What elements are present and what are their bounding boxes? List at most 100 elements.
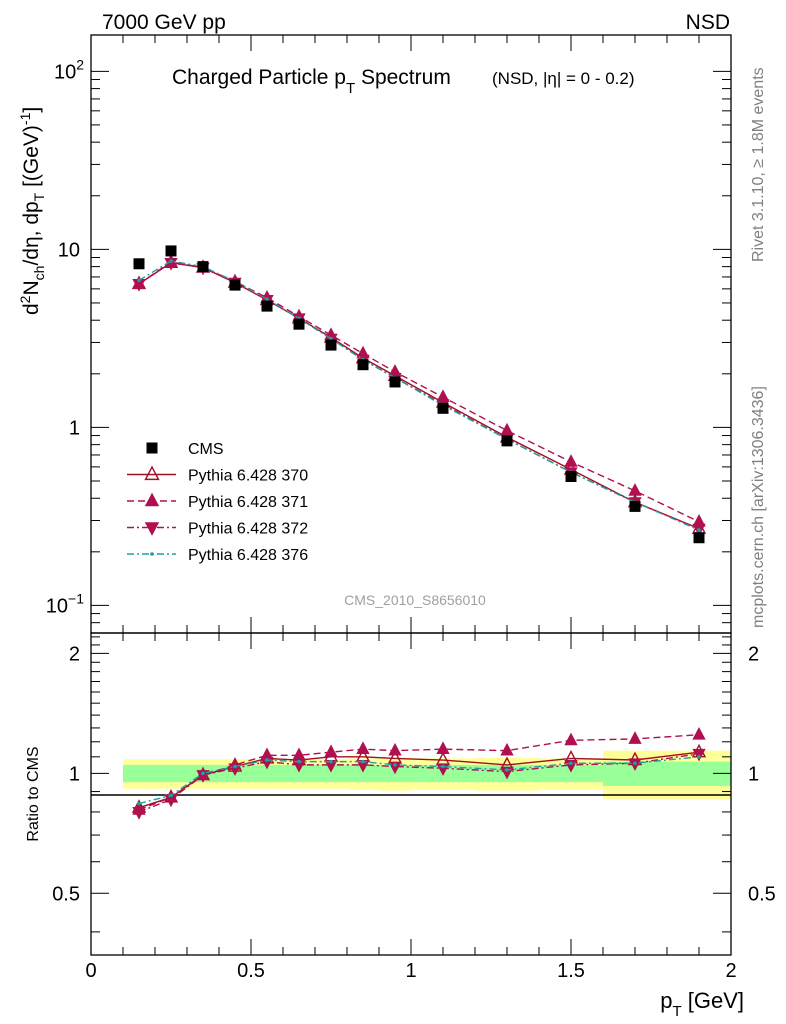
ratio-data-point: [569, 761, 573, 766]
ratio-y-tick-label-right: 0.5: [748, 883, 776, 905]
stat-band: [155, 764, 187, 783]
ratio-data-point: [633, 761, 637, 766]
ratio-series-line: [138, 756, 700, 805]
ratio-series-line: [138, 753, 700, 813]
ratio-panel-frame: [90, 632, 732, 956]
chart-title-condition: (NSD, |η| = 0 - 0.2): [492, 69, 635, 88]
ratio-panel-series: [131, 726, 707, 820]
data-point: [437, 402, 449, 414]
data-point: [229, 279, 241, 291]
ratio-panel: 0.5 0.5 1 1 2 2 0 0.5 1 1.5 2 Ratio to CMS pT [GeV…: [25, 632, 776, 1020]
ratio-data-point: [692, 748, 706, 762]
legend-marker: [146, 442, 158, 454]
ratio-data-point: [132, 807, 146, 820]
y-tick-label: 10: [58, 239, 80, 261]
ratio-data-point: [201, 771, 205, 776]
chart-title-main: Charged Particle p: [172, 66, 346, 89]
data-point: [697, 528, 701, 532]
ratio-series-pythia-6-428-376: [137, 755, 701, 806]
ratio-data-point: [505, 768, 509, 772]
x-tick-label: 2: [725, 960, 736, 982]
header-process-label: NSD: [686, 11, 730, 34]
data-point: [500, 422, 514, 436]
ratio-data-point: [169, 793, 173, 798]
data-point: [197, 261, 209, 273]
legend-marker: [150, 552, 154, 556]
x-axis-label: pT [GeV]: [660, 988, 744, 1020]
legend-label: CMS: [188, 441, 224, 458]
data-point: [629, 500, 641, 512]
series-line: [138, 262, 700, 530]
data-point: [265, 297, 269, 301]
ratio-data-point: [564, 732, 578, 746]
data-point: [693, 532, 705, 544]
ratio-data-point: [297, 759, 301, 764]
x-tick-label: 1.5: [557, 960, 585, 982]
chart-title-main-2: Spectrum: [355, 66, 451, 89]
stat-band: [315, 764, 347, 783]
main-panel-ticks: [90, 35, 732, 634]
legend-label: Pythia 6.428 371: [188, 494, 308, 511]
ratio-data-point: [292, 747, 306, 761]
legend-marker: [144, 465, 160, 481]
data-point: [325, 339, 337, 351]
main-y-axis-label: d2Nch/dη, dpT [(GeV)-1]: [17, 107, 47, 315]
ratio-y-tick-label-right: 1: [748, 763, 759, 785]
ratio-data-point: [393, 763, 397, 767]
series-line: [138, 262, 700, 530]
mcplots-credit-label: mcplots.cern.ch [arXiv:1306.3436]: [750, 386, 767, 628]
data-point: [564, 454, 578, 467]
data-point: [389, 376, 401, 388]
data-point: [261, 300, 273, 312]
ratio-data-point: [436, 741, 450, 755]
ratio-data-point: [441, 764, 445, 769]
ratio-data-point: [356, 741, 370, 755]
data-point: [169, 259, 173, 263]
ratio-data-point: [628, 731, 642, 744]
header-collision-label: 7000 GeV pp: [102, 11, 226, 34]
stat-band: [123, 764, 155, 783]
main-panel-series: [131, 245, 707, 544]
data-point: [501, 435, 513, 447]
series-line: [138, 260, 700, 531]
legend-label: Pythia 6.428 376: [188, 547, 308, 564]
ratio-y-tick-label-left: 0.5: [52, 883, 80, 905]
y-tick-label: 10−1: [46, 590, 84, 617]
chart-title-subscript: T: [346, 80, 355, 97]
ratio-data-point: [324, 744, 338, 758]
ratio-y-axis-label: Ratio to CMS: [25, 746, 42, 841]
x-tick-label: 1: [405, 960, 416, 982]
series-pythia-6-428-376: [137, 259, 701, 532]
stat-band: [539, 764, 603, 783]
ratio-data-point: [265, 758, 269, 762]
legend-entry: Pythia 6.428 376: [127, 547, 308, 564]
data-point: [357, 359, 369, 371]
data-point: [137, 278, 141, 283]
ratio-data-point: [137, 801, 141, 806]
ratio-data-point: [196, 770, 210, 783]
ratio-data-point: [329, 759, 333, 764]
ratio-data-point: [692, 726, 706, 740]
data-point: [133, 258, 145, 270]
rivet-version-label: Rivet 3.1.10, ≥ 1.8M events: [750, 67, 767, 262]
main-panel-tick-labels: 102 10 1 10−1: [46, 56, 84, 617]
stat-band: [283, 764, 315, 783]
legend-entry: Pythia 6.428 372: [127, 521, 308, 538]
series-pythia-6-428-370: [131, 254, 707, 534]
ratio-uncertainty-bands: [123, 750, 731, 800]
y-tick-label: 102: [54, 56, 84, 83]
y-tick-label: 1: [69, 417, 80, 439]
stat-band: [251, 764, 283, 783]
chart-title: Charged Particle pT Spectrum: [172, 66, 451, 97]
legend-label: Pythia 6.428 372: [188, 521, 308, 538]
stat-band: [347, 764, 379, 783]
ratio-data-point: [361, 759, 365, 764]
ratio-y-tick-label-left: 2: [69, 643, 80, 665]
ratio-panel-tick-labels: 0.5 0.5 1 1 2 2 0 0.5 1 1.5 2: [52, 643, 776, 982]
ratio-data-point: [697, 755, 701, 759]
legend-marker: [144, 492, 160, 507]
data-point: [628, 483, 642, 496]
ratio-y-tick-label-right: 2: [748, 643, 759, 665]
x-tick-label: 0: [85, 960, 96, 982]
